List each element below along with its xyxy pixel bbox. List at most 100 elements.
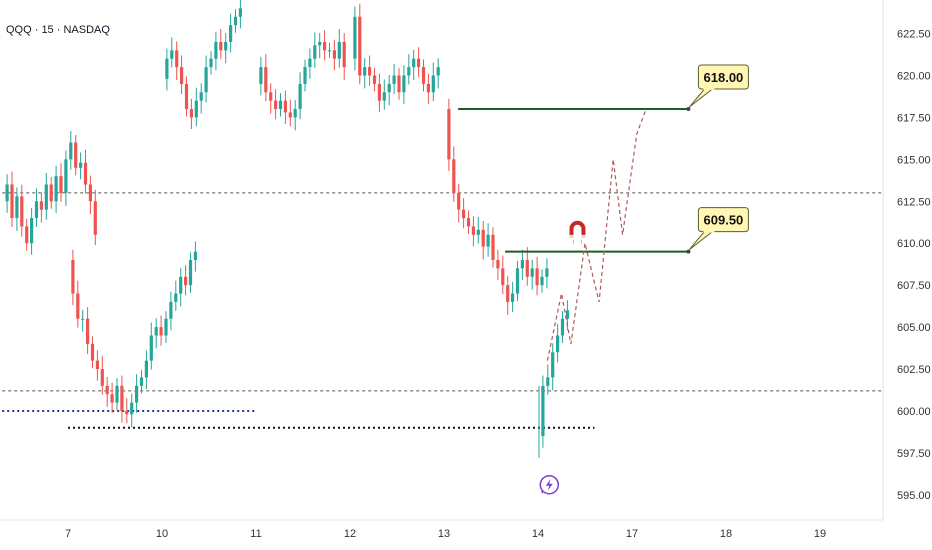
- price-tick-label: 605.00: [897, 322, 931, 334]
- candle-body: [188, 260, 193, 286]
- candle-body: [471, 226, 475, 235]
- time-tick-label: 11: [250, 528, 261, 540]
- price-tick-label: 612.50: [897, 196, 931, 208]
- level-lines: 618.00 609.50: [458, 64, 749, 254]
- candle-body: [387, 83, 391, 93]
- candle-body: [313, 45, 317, 59]
- candle-body: [39, 201, 43, 210]
- candle-body: [20, 196, 24, 227]
- candle-body: [560, 318, 565, 336]
- candle-body: [565, 310, 569, 319]
- candle-body: [105, 385, 109, 395]
- lightning-icon: [539, 475, 560, 495]
- candle-body: [397, 75, 401, 93]
- candle-body: [293, 109, 297, 118]
- candle-body: [353, 16, 357, 59]
- candle-body: [5, 184, 9, 202]
- candle-body: [481, 229, 485, 247]
- candle-body: [180, 67, 184, 84]
- candle-body: [530, 268, 534, 277]
- time-tick-label: 7: [65, 528, 71, 540]
- candle-body: [224, 41, 228, 51]
- candles: [5, 0, 569, 458]
- candle-body: [308, 58, 312, 68]
- markers: [539, 220, 586, 495]
- price-tick-label: 607.50: [897, 280, 931, 292]
- candle-body: [431, 75, 435, 93]
- candle-body: [323, 41, 327, 51]
- candle-body: [159, 327, 163, 336]
- candle-body: [15, 196, 19, 219]
- candle-body: [342, 41, 346, 68]
- candle-body: [298, 83, 302, 110]
- candle-body: [274, 100, 278, 110]
- candle-body: [372, 75, 377, 84]
- candle-body: [209, 58, 213, 68]
- candle-body: [412, 58, 416, 68]
- time-tick-label: 14: [532, 528, 544, 540]
- candle-body: [71, 260, 75, 294]
- candle-body: [259, 67, 263, 84]
- candle-body: [184, 276, 188, 286]
- time-tick-label: 19: [814, 528, 826, 540]
- candle-body: [426, 83, 430, 93]
- candle-body: [219, 41, 223, 51]
- candle-body: [164, 318, 168, 336]
- level-label: 618.00: [704, 70, 744, 85]
- candle-body: [79, 162, 83, 168]
- candle-body: [303, 67, 307, 84]
- candle-body: [154, 327, 158, 336]
- candle-body: [49, 184, 53, 202]
- candle-body: [175, 50, 179, 68]
- candle-body: [44, 184, 48, 210]
- callout-box: [697, 64, 749, 90]
- candle-body: [100, 369, 104, 386]
- candle-body: [130, 402, 134, 415]
- candle-body: [515, 268, 520, 294]
- price-tick-label: 622.50: [897, 29, 931, 41]
- time-axis[interactable]: 7 10 11 12 13 14 17 18 19: [65, 528, 826, 540]
- candle-body: [59, 176, 63, 193]
- candle-body: [546, 377, 550, 386]
- candle-body: [421, 67, 426, 84]
- candle-body: [511, 293, 515, 302]
- candle-body: [238, 8, 242, 17]
- price-tick-label: 617.50: [897, 112, 931, 124]
- candle-body: [34, 201, 39, 219]
- magnet-tip-left: [569, 234, 574, 238]
- candle-body: [76, 293, 80, 319]
- candle-body: [174, 293, 178, 302]
- projection-line: [546, 108, 647, 361]
- price-tick-label: 595.00: [897, 490, 931, 502]
- price-tick-label: 600.00: [897, 406, 931, 418]
- candle-body: [551, 352, 555, 378]
- candle-body: [88, 184, 92, 202]
- candle-body: [377, 83, 381, 101]
- candle-body: [466, 218, 471, 227]
- price-tick-label: 620.00: [897, 70, 931, 82]
- candle-body: [74, 142, 78, 168]
- candle-body: [125, 410, 129, 415]
- candle-body: [64, 159, 68, 193]
- candle-body: [139, 377, 144, 386]
- candle-body: [501, 268, 505, 286]
- candle-body: [179, 276, 183, 294]
- candle-body: [525, 260, 529, 277]
- candle-body: [407, 67, 411, 76]
- candle-body: [199, 92, 203, 101]
- candle-body: [288, 112, 292, 118]
- level-handle: [686, 249, 691, 254]
- candle-body: [358, 16, 362, 76]
- candle-body: [486, 234, 490, 247]
- candle-body: [90, 343, 95, 361]
- price-axis[interactable]: 595.00 597.50 600.00 602.50 605.00 607.50 610.…: [897, 29, 931, 502]
- candle-body: [491, 234, 495, 260]
- candle-body: [10, 184, 14, 219]
- candle-body: [332, 50, 336, 59]
- candle-body: [169, 301, 173, 319]
- candle-body: [165, 58, 169, 79]
- level-handle: [686, 107, 691, 112]
